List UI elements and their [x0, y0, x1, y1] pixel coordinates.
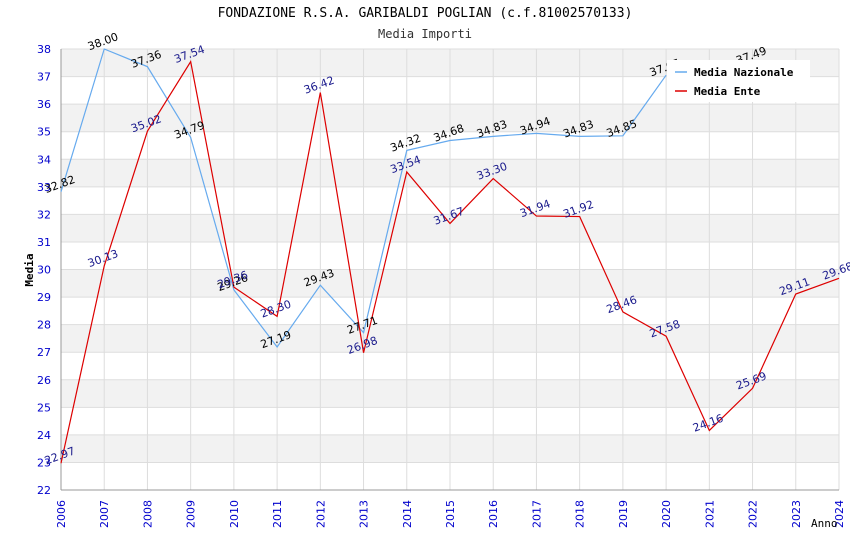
data-label: 34.32 [389, 132, 423, 155]
y-tick-label: 36 [37, 98, 51, 111]
x-tick-label: 2015 [444, 500, 457, 528]
y-tick-label: 37 [37, 71, 51, 84]
data-label: 36.42 [302, 74, 336, 97]
x-tick-label: 2008 [141, 500, 154, 528]
data-label: 24.16 [691, 412, 725, 435]
y-tick-label: 29 [37, 291, 51, 304]
x-tick-label: 2022 [747, 500, 760, 528]
y-tick-label: 26 [37, 374, 51, 387]
y-tick-label: 34 [37, 153, 51, 166]
chart-subtitle: Media Importi [378, 27, 472, 41]
x-tick-label: 2021 [703, 500, 716, 528]
legend: Media Nazionale Media Ente [667, 60, 810, 102]
legend-label: Media Nazionale [694, 66, 794, 79]
x-tick-label: 2007 [98, 500, 111, 528]
series-line-1 [60, 48, 667, 348]
x-tick-label: 2014 [401, 500, 414, 528]
x-tick-label: 2006 [55, 500, 68, 528]
y-tick-label: 31 [37, 236, 51, 249]
y-tick-label: 28 [37, 319, 51, 332]
y-axis-label: Media [23, 253, 36, 286]
axes: 22 23 24 25 26 27 28 29 30 31 32 33 34 35 36 37 38 2006 20… [37, 43, 846, 528]
y-tick-label: 23 [37, 456, 51, 469]
x-tick-label: 2023 [790, 500, 803, 528]
data-label: 32.82 [43, 173, 77, 196]
x-axis-label: Anno [811, 517, 838, 530]
y-tick-label: 25 [37, 401, 51, 414]
y-tick-label: 38 [37, 43, 51, 56]
x-tick-label: 2009 [185, 500, 198, 528]
x-tick-label: 2012 [314, 500, 327, 528]
y-tick-label: 22 [37, 484, 51, 497]
series-line-2 [60, 60, 840, 464]
legend-box [667, 60, 810, 102]
data-label: 30.13 [86, 247, 120, 270]
x-tick-label: 2010 [228, 500, 241, 528]
x-tick-label: 2024 [833, 500, 846, 528]
series-lines [60, 48, 840, 464]
x-tick-label: 2020 [660, 500, 673, 528]
y-tick-label: 27 [37, 346, 51, 359]
x-tick-label: 2018 [574, 500, 587, 528]
y-tick-label: 33 [37, 181, 51, 194]
data-label: 22.97 [43, 444, 77, 467]
x-tick-label: 2013 [358, 500, 371, 528]
x-tick-label: 2017 [530, 500, 543, 528]
y-tick-label: 35 [37, 126, 51, 139]
legend-label: Media Ente [694, 85, 761, 98]
y-tick-label: 30 [37, 264, 51, 277]
y-tick-label: 24 [37, 429, 51, 442]
chart-title: FONDAZIONE R.S.A. GARIBALDI POGLIAN (c.f… [217, 6, 633, 21]
data-label: 28.30 [259, 298, 293, 321]
x-tick-label: 2016 [487, 500, 500, 528]
y-tick-label: 32 [37, 208, 51, 221]
x-tick-label: 2011 [271, 500, 284, 528]
x-tick-label: 2019 [617, 500, 630, 528]
